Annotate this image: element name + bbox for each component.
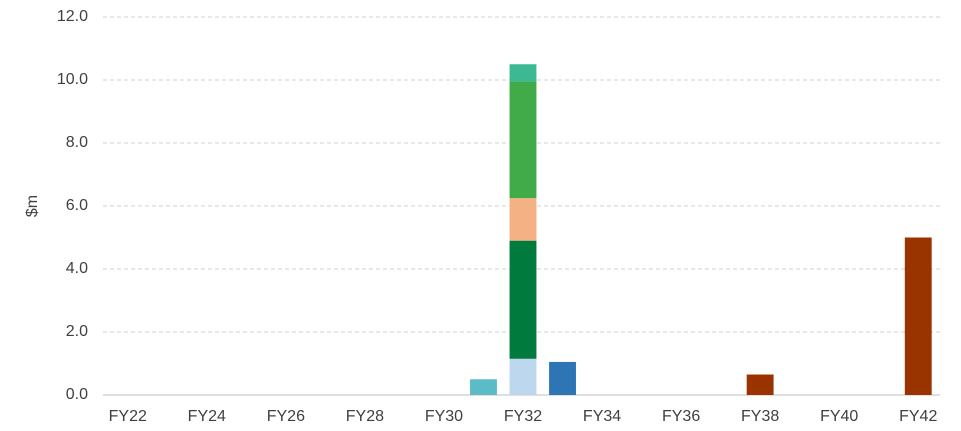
y-tick-label: 8.0 [66,134,88,151]
bar-segment [904,237,932,395]
bar-segment [509,240,537,359]
y-axis-label: $m [24,195,41,217]
x-tick-label: FY30 [425,408,463,425]
x-tick-label: FY38 [741,408,779,425]
bar-segment [509,64,537,82]
y-tick-label: 12.0 [57,8,88,25]
x-tick-label: FY42 [899,408,937,425]
x-tick-label: FY36 [662,408,700,425]
y-tick-label: 4.0 [66,260,88,277]
y-tick-label: 2.0 [66,323,88,340]
y-tick-label: 10.0 [57,71,88,88]
x-tick-label: FY32 [504,408,542,425]
y-tick-label: 0.0 [66,386,88,403]
y-tick-label: 6.0 [66,197,88,214]
x-tick-label: FY40 [820,408,858,425]
bar-segment [746,374,774,395]
x-tick-label: FY34 [583,408,621,425]
bar-segment [470,379,497,395]
x-tick-label: FY26 [267,408,305,425]
bar-segment [509,198,537,241]
bar-segment [509,81,537,199]
x-tick-label: FY24 [188,408,226,425]
bar-segment [509,358,537,395]
x-tick-label: FY28 [346,408,384,425]
x-tick-label: FY22 [109,408,147,425]
bar-segment [549,361,576,395]
